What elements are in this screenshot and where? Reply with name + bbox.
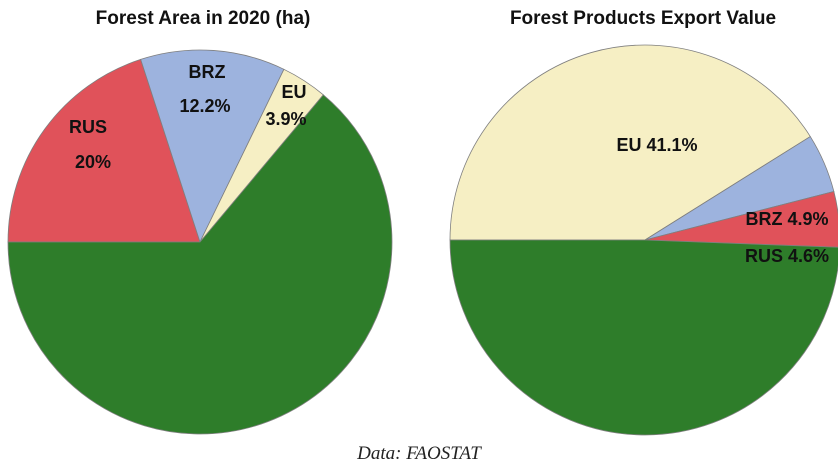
forest-area-labels: RUS 20% BRZ 12.2% EU 3.9%	[69, 62, 307, 172]
forest-area-pie	[7, 49, 393, 435]
forest-area-value-eu: 3.9%	[265, 109, 306, 129]
export-value-slice-other	[449, 239, 838, 436]
chart-2-title: Forest Products Export Value	[510, 8, 776, 29]
forest-area-label-rus: RUS	[69, 117, 107, 137]
export-value-label-eu: EU 41.1%	[616, 135, 697, 155]
export-value-slice-eu	[449, 44, 811, 241]
data-source-note: Data: FAOSTAT	[357, 443, 481, 464]
export-value-slice-rus	[644, 191, 838, 248]
forest-area-slice-other	[7, 94, 393, 435]
forest-area-label-brz: BRZ	[189, 62, 226, 82]
forest-area-label-eu: EU	[281, 82, 306, 102]
export-value-pie	[449, 44, 838, 436]
forest-area-slice-brz	[140, 49, 285, 244]
forest-area-value-rus: 20%	[75, 152, 111, 172]
export-value-label-brz: BRZ 4.9%	[745, 209, 828, 229]
export-value-label-rus: RUS 4.6%	[745, 246, 829, 266]
chart-1-title: Forest Area in 2020 (ha)	[96, 8, 311, 29]
export-value-labels: EU 41.1% BRZ 4.9% RUS 4.6%	[616, 135, 829, 266]
forest-area-value-brz: 12.2%	[179, 96, 230, 116]
forest-area-slice-rus	[7, 58, 201, 243]
